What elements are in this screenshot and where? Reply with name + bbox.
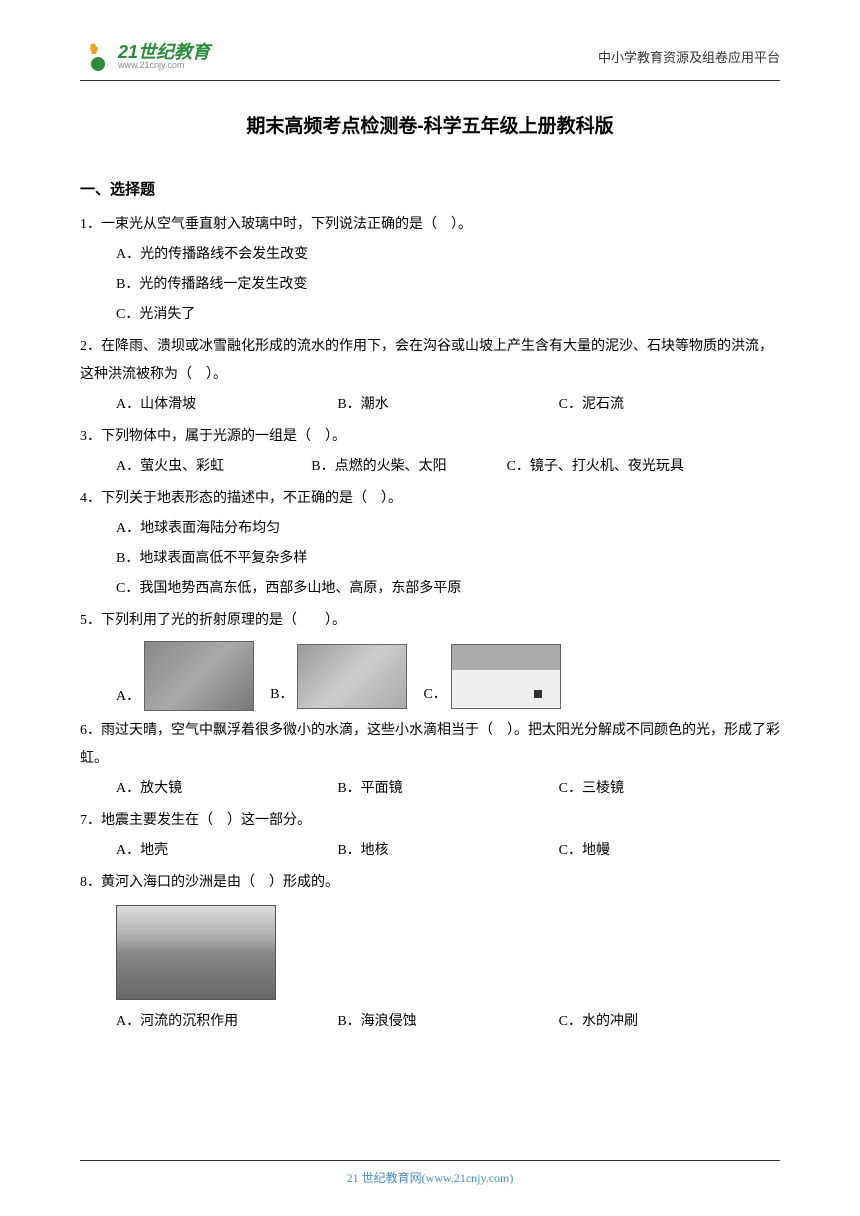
question-text: 3．下列物体中，属于光源的一组是（ ）。 — [80, 423, 780, 451]
option-a: A．光的传播路线不会发生改变 — [116, 241, 780, 269]
header-right-text: 中小学教育资源及组卷应用平台 — [598, 47, 780, 66]
logo-cn: 21世纪教育 — [118, 43, 210, 61]
option-b: B．地球表面高低不平复杂多样 — [116, 545, 780, 573]
question-text: 1．一束光从空气垂直射入玻璃中时，下列说法正确的是（ ）。 — [80, 211, 780, 239]
options-row: A．山体滑坡 B．潮水 C．泥石流 — [80, 391, 780, 419]
question-text: 6．雨过天晴，空气中飘浮着很多微小的水滴，这些小水滴相当于（ ）。把太阳光分解成… — [80, 717, 780, 773]
logo-url: www.21cnjy.com — [118, 61, 210, 70]
question-text: 8．黄河入海口的沙洲是由（ ）形成的。 — [80, 869, 780, 897]
logo-icon — [80, 40, 112, 72]
option-c: C．光消失了 — [116, 301, 780, 329]
option-a: A．河流的沉积作用 — [116, 1008, 337, 1036]
option-b: B．光的传播路线一定发生改变 — [116, 271, 780, 299]
logo-text-block: 21世纪教育 www.21cnjy.com — [118, 43, 210, 70]
question-7: 7．地震主要发生在（ ）这一部分。 A．地壳 B．地核 C．地幔 — [80, 807, 780, 865]
option-image-a — [144, 641, 254, 711]
section-heading: 一、选择题 — [80, 178, 780, 199]
options-row: A．萤火虫、彩虹 B．点燃的火柴、太阳 C．镜子、打火机、夜光玩具 — [80, 453, 780, 481]
options-row: A．河流的沉积作用 B．海浪侵蚀 C．水的冲刷 — [80, 1008, 780, 1036]
option-a: A． — [116, 641, 254, 711]
question-text: 2．在降雨、溃坝或冰雪融化形成的流水的作用下，会在沟谷或山坡上产生含有大量的泥沙… — [80, 333, 780, 389]
options-row: A．放大镜 B．平面镜 C．三棱镜 — [80, 775, 780, 803]
options-vertical: A．光的传播路线不会发生改变 B．光的传播路线一定发生改变 C．光消失了 — [80, 241, 780, 329]
question-2: 2．在降雨、溃坝或冰雪融化形成的流水的作用下，会在沟谷或山坡上产生含有大量的泥沙… — [80, 333, 780, 419]
option-b: B．海浪侵蚀 — [337, 1008, 558, 1036]
question-image — [116, 905, 276, 1000]
question-1: 1．一束光从空气垂直射入玻璃中时，下列说法正确的是（ ）。 A．光的传播路线不会… — [80, 211, 780, 329]
option-a: A．山体滑坡 — [116, 391, 337, 419]
option-a: A．放大镜 — [116, 775, 337, 803]
options-row: A．地壳 B．地核 C．地幔 — [80, 837, 780, 865]
option-c: C．镜子、打火机、夜光玩具 — [507, 453, 780, 481]
question-3: 3．下列物体中，属于光源的一组是（ ）。 A．萤火虫、彩虹 B．点燃的火柴、太阳… — [80, 423, 780, 481]
option-b: B．潮水 — [337, 391, 558, 419]
option-b: B．平面镜 — [337, 775, 558, 803]
option-c: C．三棱镜 — [559, 775, 780, 803]
option-c: C．泥石流 — [559, 391, 780, 419]
logo-area: 21世纪教育 www.21cnjy.com — [80, 40, 210, 72]
question-5: 5．下列利用了光的折射原理的是（ ）。 A． B． C． — [80, 607, 780, 711]
question-text: 4．下列关于地表形态的描述中，不正确的是（ ）。 — [80, 485, 780, 513]
option-c: C．地幔 — [559, 837, 780, 865]
question-6: 6．雨过天晴，空气中飘浮着很多微小的水滴，这些小水滴相当于（ ）。把太阳光分解成… — [80, 717, 780, 803]
page-header: 21世纪教育 www.21cnjy.com 中小学教育资源及组卷应用平台 — [80, 40, 780, 81]
options-vertical: A．地球表面海陆分布均匀 B．地球表面高低不平复杂多样 C．我国地势西高东低，西… — [80, 515, 780, 603]
option-image-b — [297, 644, 407, 709]
question-4: 4．下列关于地表形态的描述中，不正确的是（ ）。 A．地球表面海陆分布均匀 B．… — [80, 485, 780, 603]
option-c: C．我国地势西高东低，西部多山地、高原，东部多平原 — [116, 575, 780, 603]
option-a: A．萤火虫、彩虹 — [116, 453, 311, 481]
page-title: 期末高频考点检测卷-科学五年级上册教科版 — [80, 111, 780, 138]
question-text: 7．地震主要发生在（ ）这一部分。 — [80, 807, 780, 835]
options-images: A． B． C． — [80, 641, 780, 711]
option-b: B．点燃的火柴、太阳 — [311, 453, 506, 481]
question-8: 8．黄河入海口的沙洲是由（ ）形成的。 A．河流的沉积作用 B．海浪侵蚀 C．水… — [80, 869, 780, 1036]
option-a: A．地壳 — [116, 837, 337, 865]
option-c: C． — [423, 644, 560, 709]
option-b: B．地核 — [337, 837, 558, 865]
option-image-c — [451, 644, 561, 709]
question-text: 5．下列利用了光的折射原理的是（ ）。 — [80, 607, 780, 635]
page-footer: 21 世纪教育网(www.21cnjy.com) — [80, 1160, 780, 1186]
option-b: B． — [270, 644, 407, 709]
option-c: C．水的冲刷 — [559, 1008, 780, 1036]
option-a: A．地球表面海陆分布均匀 — [116, 515, 780, 543]
